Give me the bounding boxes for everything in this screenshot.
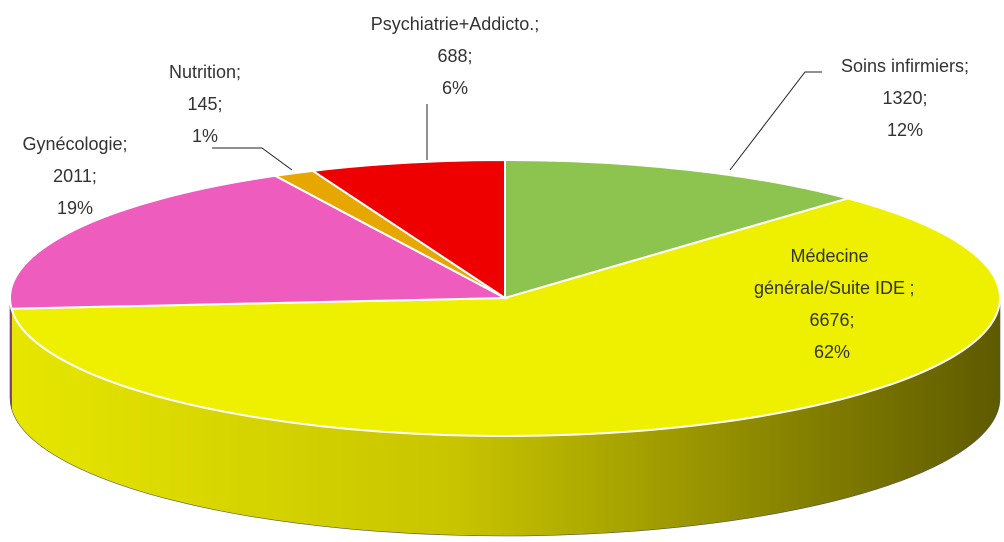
label-value: 145: [187, 94, 218, 114]
data-label: Nutrition; 145; 1%: [169, 56, 241, 152]
label-percent: 19%: [56, 198, 94, 218]
data-label: Médecine générale/Suite IDE; 6676; 62%: [747, 240, 917, 368]
label-percent: 62%: [813, 342, 851, 362]
data-label: Gynécologie; 2011; 19%: [22, 128, 127, 224]
label-percent: 1%: [191, 126, 219, 146]
label-percent: 6%: [441, 78, 469, 98]
label-separator: ;: [964, 56, 970, 76]
label-category: Nutrition: [168, 62, 237, 82]
label-percent: 12%: [886, 120, 924, 140]
label-category: Gynécologie: [22, 134, 123, 154]
label-value: 6676: [809, 310, 850, 330]
label-value: 1320: [882, 88, 923, 108]
label-separator: ;: [236, 62, 242, 82]
leader-line: [729, 71, 822, 171]
label-category: Médecine générale/Suite IDE: [753, 246, 906, 298]
pie-slice: [504, 158, 852, 300]
label-separator: ;: [91, 166, 97, 186]
data-label: Psychiatrie+Addicto.; 688; 6%: [371, 8, 540, 104]
label-category: Psychiatrie+Addicto.: [370, 14, 535, 34]
label-separator: ;: [922, 88, 928, 108]
label-separator: ;: [217, 94, 223, 114]
label-separator: ;: [909, 278, 915, 298]
label-separator: ;: [534, 14, 540, 34]
leader-line: [212, 147, 293, 171]
label-separator: ;: [849, 310, 855, 330]
pie-slice: [9, 174, 509, 310]
label-value: 2011: [53, 166, 92, 186]
pie-slice: [10, 197, 1001, 437]
label-separator: ;: [122, 134, 128, 154]
label-separator: ;: [467, 46, 473, 66]
slice-side: [9, 297, 12, 409]
pie-slice: [309, 158, 506, 300]
label-category: Soins infirmiers: [840, 56, 965, 76]
data-label: Soins infirmiers; 1320; 12%: [841, 50, 969, 146]
label-value: 688: [437, 46, 468, 66]
